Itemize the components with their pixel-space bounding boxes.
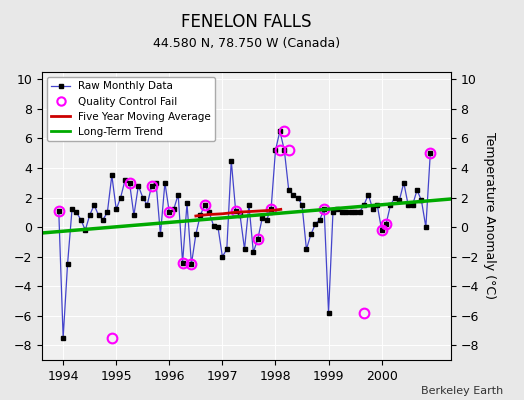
- Legend: Raw Monthly Data, Quality Control Fail, Five Year Moving Average, Long-Term Tren: Raw Monthly Data, Quality Control Fail, …: [47, 77, 215, 141]
- Text: Berkeley Earth: Berkeley Earth: [421, 386, 503, 396]
- Y-axis label: Temperature Anomaly (°C): Temperature Anomaly (°C): [483, 132, 496, 300]
- Title: 44.580 N, 78.750 W (Canada): 44.580 N, 78.750 W (Canada): [152, 37, 340, 50]
- Text: FENELON FALLS: FENELON FALLS: [181, 13, 312, 31]
